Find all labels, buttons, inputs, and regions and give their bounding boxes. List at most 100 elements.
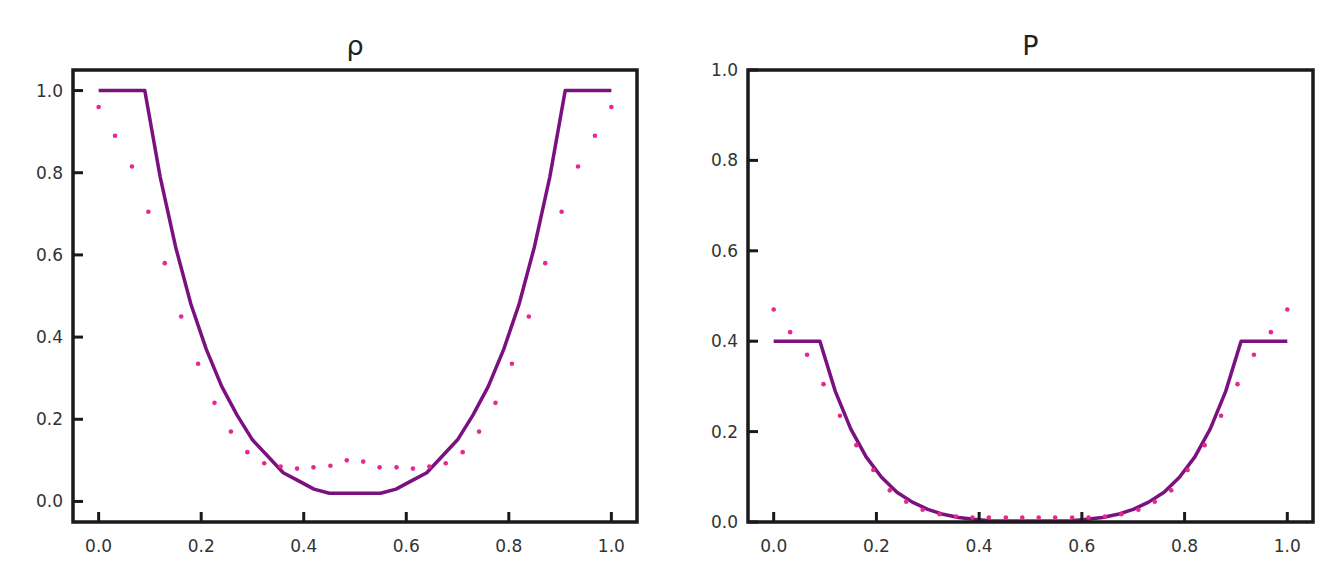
scatter-point — [987, 515, 992, 520]
scatter-point — [146, 209, 151, 214]
scatter-point — [920, 507, 925, 512]
scatter-point — [460, 450, 465, 455]
scatter-point — [1004, 515, 1009, 520]
scatter-point — [871, 468, 876, 473]
scatter-point — [443, 461, 448, 466]
title: ρ — [346, 30, 363, 61]
scatter-point — [493, 401, 498, 406]
scatter-point — [1053, 515, 1058, 520]
y-tick-label: 1.0 — [711, 60, 738, 80]
scatter-point — [788, 330, 793, 335]
scatter-point — [838, 413, 843, 418]
y-tick-label: 0.4 — [711, 331, 738, 351]
plot-area — [771, 307, 1289, 521]
scatter-point — [1269, 330, 1274, 335]
scatter-point — [411, 466, 416, 471]
scatter-point — [970, 515, 975, 520]
scatter-point — [344, 458, 349, 463]
panel: 0.0 0.2 0.4 0.6 0.8 1.0 0.0 0.2 0.4 0.6 0.8 1.0 ρ — [36, 30, 637, 556]
line-series — [99, 91, 612, 494]
y-tick-label: 0.6 — [711, 241, 738, 261]
y-tick-label: 0.8 — [711, 150, 738, 170]
y-tick-label: 0.0 — [711, 512, 738, 532]
scatter-point — [609, 105, 614, 110]
axes-frame — [748, 70, 1313, 522]
x-tick-label: 0.8 — [1171, 536, 1198, 556]
x-tick-label: 0.0 — [85, 536, 112, 556]
scatter-point — [937, 512, 942, 517]
plot-area — [96, 91, 613, 494]
y-tick-label: 0.6 — [36, 245, 63, 265]
scatter-point — [229, 429, 234, 434]
scatter-point — [1086, 515, 1091, 520]
x-tick-label: 0.6 — [393, 536, 420, 556]
x-tick-label: 1.0 — [598, 536, 625, 556]
scatter-point — [527, 314, 532, 319]
y-tick-label: 1.0 — [36, 81, 63, 101]
y-tick-label: 0.8 — [36, 163, 63, 183]
scatter-point — [427, 464, 432, 469]
scatter-point — [295, 466, 300, 471]
scatter-point — [771, 307, 776, 312]
scatter-point — [1036, 515, 1041, 520]
scatter-point — [377, 465, 382, 470]
scatter-point — [477, 429, 482, 434]
scatter-point — [245, 450, 250, 455]
scatter-point — [543, 261, 548, 266]
scatter-point — [887, 488, 892, 493]
background — [0, 0, 1333, 581]
title: P — [1022, 30, 1038, 61]
x-tick-label: 0.4 — [966, 536, 993, 556]
scatter-point — [278, 464, 283, 469]
scatter-point — [593, 133, 598, 138]
y-tick-label: 0.2 — [36, 409, 63, 429]
x-tick-label: 0.8 — [495, 536, 522, 556]
scatter-point — [96, 105, 101, 110]
x-tick-label: 1.0 — [1274, 536, 1301, 556]
scatter-point — [1020, 515, 1025, 520]
scatter-point — [328, 463, 333, 468]
scatter-point — [1136, 507, 1141, 512]
panel: 0.0 0.2 0.4 0.6 0.8 1.0 0.0 0.2 0.4 0.6 0.8 1.0 P — [711, 30, 1313, 556]
chart-svg: 0.00.20.40.60.81.00.00.20.40.60.81.0ρ0.0… — [0, 0, 1333, 581]
x-tick-label: 0.6 — [1068, 536, 1095, 556]
scatter-point — [1202, 443, 1207, 448]
scatter-point — [576, 164, 581, 169]
scatter-point — [162, 261, 167, 266]
scatter-point — [212, 401, 217, 406]
y-tick-label: 0.2 — [711, 422, 738, 442]
scatter-point — [262, 461, 267, 466]
scatter-point — [1119, 512, 1124, 517]
scatter-point — [1235, 382, 1240, 387]
scatter-point — [361, 459, 366, 464]
x-tick-label: 0.4 — [290, 536, 317, 556]
scatter-point — [113, 133, 118, 138]
y-tick-label: 0.0 — [36, 491, 63, 511]
scatter-point — [394, 465, 399, 470]
line-series — [774, 341, 1288, 521]
scatter-point — [1169, 488, 1174, 493]
scatter-point — [1285, 307, 1290, 312]
x-tick-label: 0.0 — [760, 536, 787, 556]
figure: 0.00.20.40.60.81.00.00.20.40.60.81.0ρ0.0… — [0, 0, 1333, 581]
scatter-point — [130, 164, 135, 169]
scatter-point — [904, 499, 909, 504]
y-tick-label: 0.4 — [36, 327, 63, 347]
scatter-point — [1103, 514, 1108, 519]
scatter-point — [1185, 468, 1190, 473]
scatter-point — [1153, 499, 1158, 504]
scatter-point — [1252, 352, 1257, 357]
scatter-point — [854, 443, 859, 448]
scatter-point — [196, 362, 201, 367]
scatter-point — [311, 465, 316, 470]
scatter-point — [1219, 413, 1224, 418]
x-tick-label: 0.2 — [188, 536, 215, 556]
scatter-point — [954, 514, 959, 519]
scatter-point — [1070, 515, 1075, 520]
scatter-point — [821, 382, 826, 387]
scatter-point — [805, 352, 810, 357]
scatter-point — [179, 314, 184, 319]
axes-frame — [73, 70, 637, 522]
scatter-point — [510, 362, 515, 367]
x-tick-label: 0.2 — [863, 536, 890, 556]
